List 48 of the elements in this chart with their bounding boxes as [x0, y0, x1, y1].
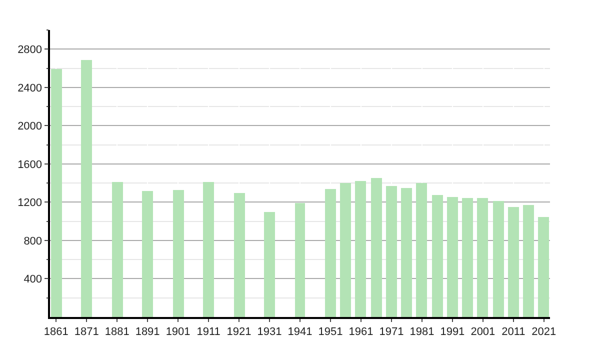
- bar: [538, 217, 549, 317]
- x-tick-label: 1971: [379, 326, 404, 338]
- x-tick-label: 2001: [470, 326, 496, 338]
- bar: [493, 201, 504, 317]
- x-tick-label: 1891: [135, 326, 160, 338]
- bar: [447, 197, 458, 317]
- bar: [51, 69, 62, 317]
- x-tick-label: 1871: [74, 326, 99, 338]
- bar: [355, 181, 366, 317]
- y-tick-label: 400: [24, 274, 42, 286]
- x-tick-label: 1981: [410, 326, 434, 338]
- x-tick-label: 1961: [348, 326, 374, 338]
- bar: [81, 60, 92, 317]
- bar: [477, 198, 488, 317]
- bar: [340, 183, 351, 317]
- x-tick-label: 1881: [104, 326, 130, 338]
- bar: [295, 203, 305, 317]
- bar: [386, 186, 397, 317]
- y-tick-label: 2800: [18, 44, 42, 56]
- y-tick-label: 1200: [18, 197, 42, 210]
- x-tick-label: 2021: [532, 326, 556, 338]
- x-tick-label: 1931: [257, 326, 282, 338]
- bar: [203, 182, 214, 317]
- bar: [264, 212, 275, 317]
- y-tick-label: 800: [24, 235, 42, 248]
- x-tick-label: 2011: [502, 326, 526, 338]
- x-tick-label: 1861: [44, 326, 68, 338]
- x-tick-label: 1911: [196, 326, 220, 338]
- x-tick-label: 1951: [318, 326, 343, 338]
- y-tick-label: 2000: [18, 120, 42, 133]
- bar: [432, 195, 443, 317]
- y-tick-label: 1600: [18, 158, 42, 171]
- x-tick-label: 1941: [288, 326, 312, 338]
- bar: [462, 198, 473, 317]
- bar: [416, 183, 427, 317]
- bar: [523, 205, 534, 317]
- bar: [142, 191, 153, 317]
- x-tick-label: 1921: [226, 326, 252, 338]
- y-tick-label: 2400: [18, 82, 42, 94]
- bar: [371, 178, 382, 317]
- bar: [508, 207, 519, 317]
- bar: [325, 189, 336, 317]
- bar: [401, 188, 412, 317]
- bar: [112, 182, 123, 317]
- x-tick-label: 1991: [440, 326, 465, 338]
- x-tick-label: 1901: [166, 326, 190, 338]
- bar: [173, 190, 184, 317]
- bar: [234, 193, 245, 317]
